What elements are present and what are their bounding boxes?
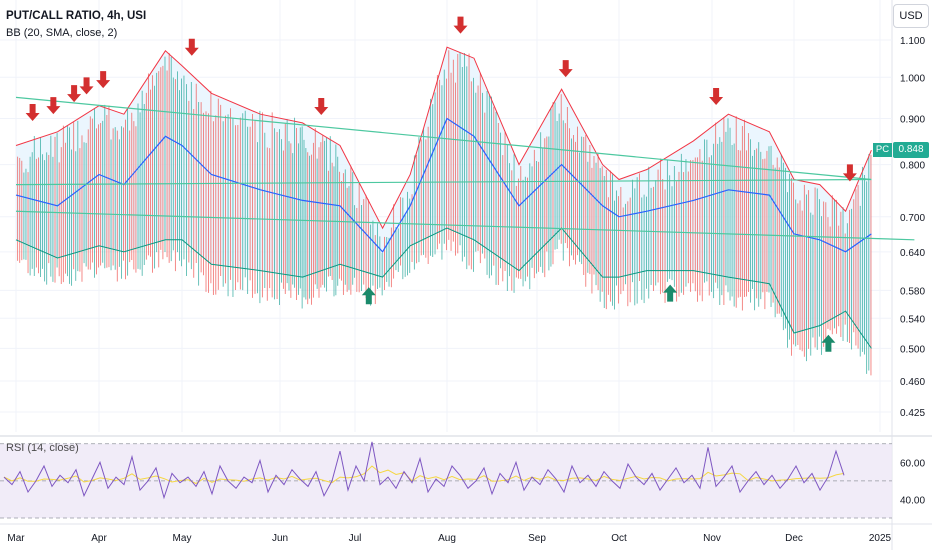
sell-arrow-icon — [67, 85, 82, 103]
rsi-tick-label: 40.00 — [900, 495, 925, 506]
y-tick-label: 0.500 — [900, 344, 925, 355]
bollinger-legend[interactable]: BB (20, SMA, close, 2) — [6, 27, 118, 39]
sell-arrow-icon — [96, 71, 111, 89]
bollinger-basis-line — [15, 117, 872, 253]
x-tick-label: Aug — [438, 533, 456, 544]
x-tick-label: Mar — [7, 533, 25, 544]
x-tick-label: 2025 — [869, 533, 892, 544]
x-tick-label: Oct — [611, 533, 627, 544]
trendline[interactable] — [15, 210, 915, 241]
bollinger-band-fill — [16, 47, 872, 349]
sell-arrow-icon — [184, 38, 199, 56]
x-tick-label: Dec — [785, 533, 803, 544]
chart-title: PUT/CALL RATIO, 4h, USI — [6, 10, 147, 22]
x-tick-label: Jun — [272, 533, 288, 544]
sell-arrow-icon — [558, 60, 573, 78]
y-tick-label: 0.580 — [900, 286, 925, 297]
x-tick-label: Jul — [349, 533, 362, 544]
trendline[interactable] — [15, 178, 872, 186]
last-price-value: 0.848 — [893, 142, 929, 158]
x-tick-label: Nov — [703, 533, 721, 544]
x-tick-label: Sep — [528, 533, 546, 544]
bollinger-lower-line — [15, 227, 872, 349]
y-tick-label: 0.640 — [900, 248, 925, 259]
buy-arrow-icon — [821, 334, 836, 352]
x-tick-label: Apr — [91, 533, 107, 544]
y-tick-label: 0.700 — [900, 213, 925, 224]
y-tick-label: 0.425 — [900, 408, 925, 419]
y-tick-label: 0.800 — [900, 161, 925, 172]
bollinger-upper-line — [15, 46, 872, 230]
sell-arrow-icon — [453, 16, 468, 34]
buy-arrow-icon — [361, 287, 376, 305]
sell-arrow-icon — [46, 97, 61, 115]
y-tick-label: 1.100 — [900, 36, 925, 47]
buy-arrow-icon — [663, 284, 678, 302]
x-tick-label: May — [173, 533, 192, 544]
rsi-legend[interactable]: RSI (14, close) — [6, 442, 79, 454]
rsi-line — [3, 441, 845, 500]
sell-arrow-icon — [709, 87, 724, 105]
trendline[interactable] — [15, 96, 872, 181]
rsi-tick-label: 60.00 — [900, 458, 925, 469]
y-tick-label: 0.540 — [900, 314, 925, 325]
y-tick-label: 1.000 — [900, 73, 925, 84]
sell-arrow-icon — [25, 103, 40, 121]
sell-arrow-icon — [314, 98, 329, 116]
last-price-label: PC — [873, 143, 892, 157]
candles — [17, 50, 872, 376]
currency-button[interactable]: USD — [893, 4, 929, 28]
y-tick-label: 0.900 — [900, 115, 925, 126]
y-tick-label: 0.460 — [900, 377, 925, 388]
sell-arrow-icon — [842, 164, 857, 182]
sell-arrow-icon — [79, 77, 94, 95]
